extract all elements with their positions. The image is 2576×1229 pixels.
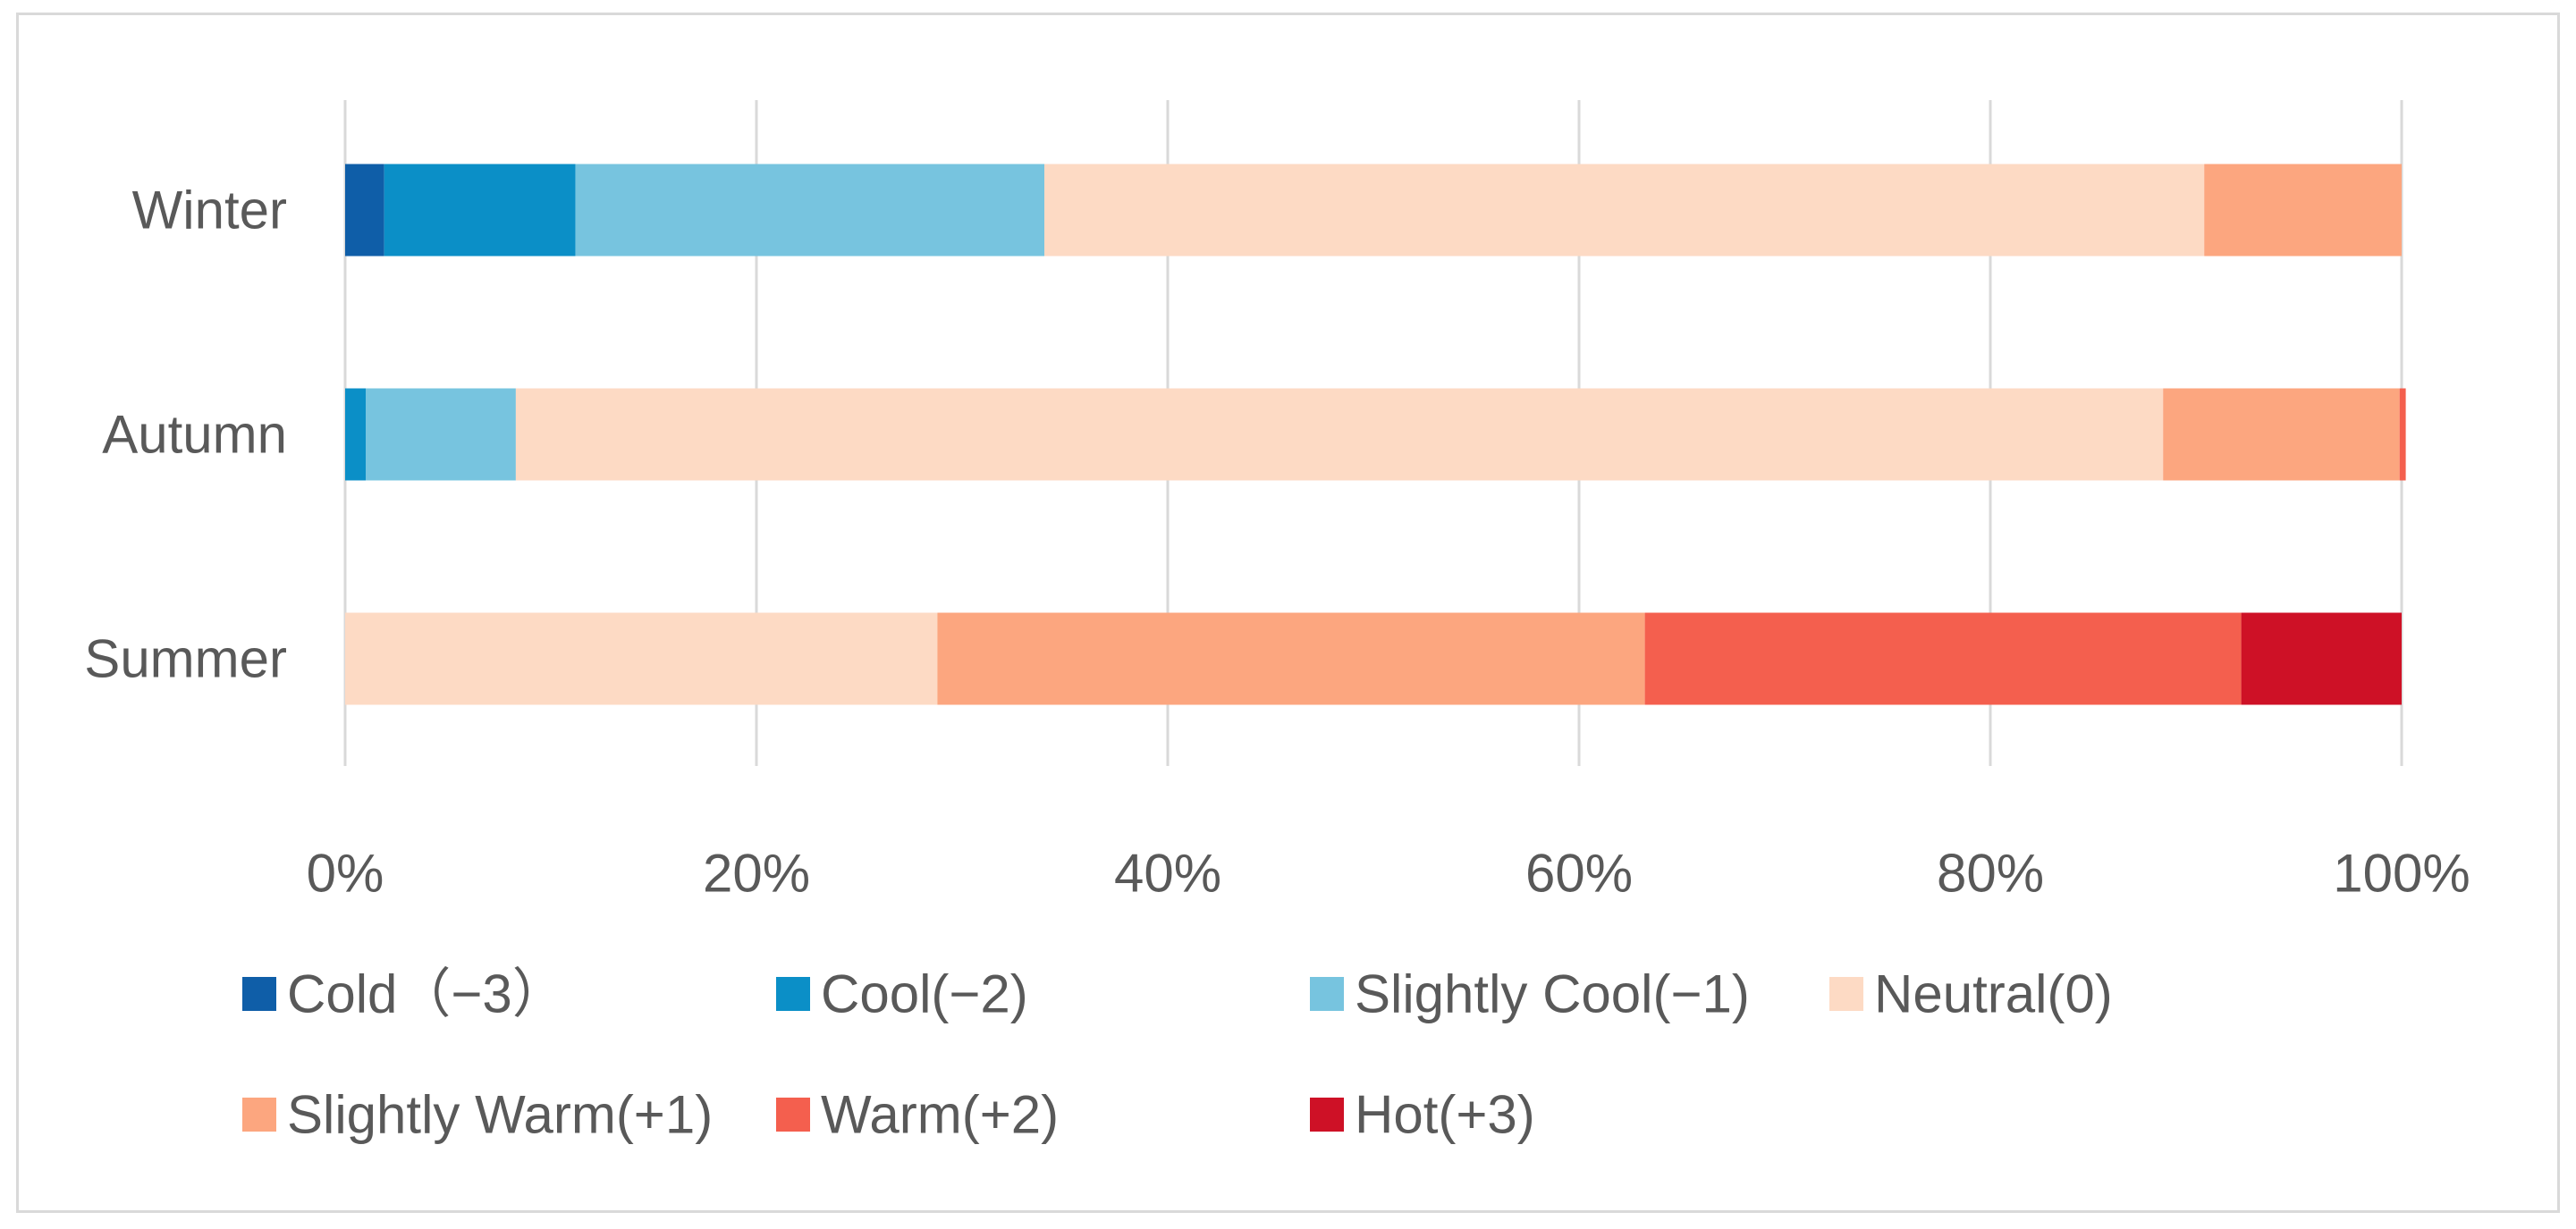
category-label-autumn: Autumn (102, 405, 287, 465)
bar-summer-series-3 (345, 612, 938, 705)
legend-label-2: Slightly Cool(−1) (1355, 964, 1750, 1024)
legend-label-4: Slightly Warm(+1) (287, 1085, 713, 1145)
legend-label-0: Cold（−3） (287, 964, 566, 1024)
chart-frame: Winter Autumn Summer 0% 20% 40% 60% 80% 100% Co… (16, 13, 2560, 1213)
legend-label-3: Neutral(0) (1874, 964, 2113, 1024)
bar-summer-series-4 (937, 612, 1645, 705)
bar-autumn-series-2 (366, 388, 516, 481)
x-tick-label-4: 80% (1937, 844, 2044, 904)
bar-autumn-series-4 (2163, 388, 2400, 481)
x-tick-labels: 0% 20% 40% 60% 80% 100% (307, 844, 2470, 904)
legend-label-1: Cool(−2) (821, 964, 1028, 1024)
bar-winter-series-0 (345, 164, 384, 257)
bar-winter-series-4 (2204, 164, 2402, 257)
bar-winter-series-1 (384, 164, 576, 257)
legend-swatch-1 (776, 977, 810, 1011)
bar-winter-series-2 (575, 164, 1044, 257)
legend-swatch-3 (1829, 977, 1863, 1011)
bar-autumn-series-1 (345, 388, 366, 481)
legend-label-6: Hot(+3) (1355, 1085, 1535, 1145)
x-tick-label-3: 60% (1525, 844, 1633, 904)
legend-label-5: Warm(+2) (821, 1085, 1059, 1145)
bar-winter-series-3 (1044, 164, 2205, 257)
x-tick-label-2: 40% (1114, 844, 1221, 904)
legend-swatch-6 (1310, 1098, 1344, 1132)
bar-autumn-series-3 (515, 388, 2164, 481)
category-label-summer: Summer (84, 629, 287, 689)
bar-autumn-series-5 (2399, 388, 2406, 481)
x-tick-label-1: 20% (703, 844, 810, 904)
category-labels: Winter Autumn Summer (84, 181, 287, 689)
category-label-winter: Winter (132, 181, 287, 240)
x-tick-label-0: 0% (307, 844, 384, 904)
legend-swatch-4 (242, 1098, 276, 1132)
legend-swatch-5 (776, 1098, 810, 1132)
bar-summer-series-6 (2241, 612, 2402, 705)
bar-summer-series-5 (1644, 612, 2242, 705)
legend: Cold（−3） Cool(−2) Slightly Cool(−1) Neutral… (242, 964, 2113, 1145)
stacked-bar-chart: Winter Autumn Summer 0% 20% 40% 60% 80% 100% Co… (84, 100, 2470, 1145)
x-tick-label-5: 100% (2333, 844, 2470, 904)
legend-swatch-0 (242, 977, 276, 1011)
legend-swatch-2 (1310, 977, 1344, 1011)
bars (345, 164, 2406, 705)
